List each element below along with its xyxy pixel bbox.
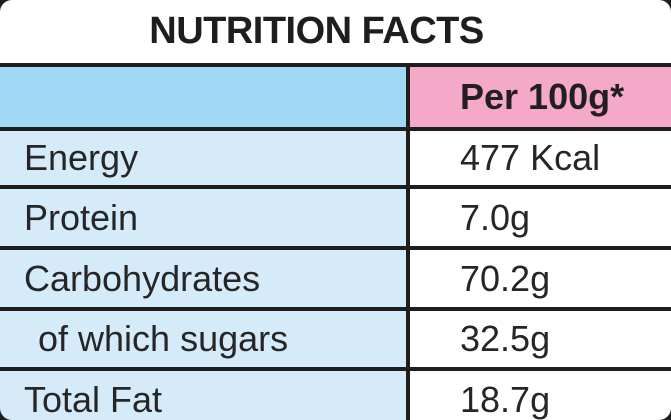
row-value: 7.0g — [410, 189, 671, 246]
table-row: Total Fat 18.7g — [0, 371, 671, 420]
row-value: 18.7g — [410, 371, 671, 420]
row-label: Carbohydrates — [0, 250, 406, 307]
table-header-row: Per 100g* — [0, 67, 671, 127]
nutrition-table: Per 100g* Energy 477 Kcal Protein 7.0g C… — [0, 63, 671, 420]
header-value-cell: Per 100g* — [410, 67, 671, 127]
row-label-indented: of which sugars — [0, 311, 406, 367]
table-row: Carbohydrates 70.2g — [0, 250, 671, 307]
page-title: NUTRITION FACTS — [149, 10, 484, 52]
row-label: Total Fat — [0, 371, 406, 420]
table-row-subitem: of which sugars 32.5g — [0, 311, 671, 367]
table-row: Protein 7.0g — [0, 189, 671, 246]
row-label: Energy — [0, 131, 406, 185]
title-bar: NUTRITION FACTS — [0, 0, 671, 63]
row-value: 32.5g — [410, 311, 671, 367]
row-label: Protein — [0, 189, 406, 246]
table-row: Energy 477 Kcal — [0, 131, 671, 185]
row-value: 477 Kcal — [410, 131, 671, 185]
header-label-cell — [0, 67, 406, 127]
row-value: 70.2g — [410, 250, 671, 307]
